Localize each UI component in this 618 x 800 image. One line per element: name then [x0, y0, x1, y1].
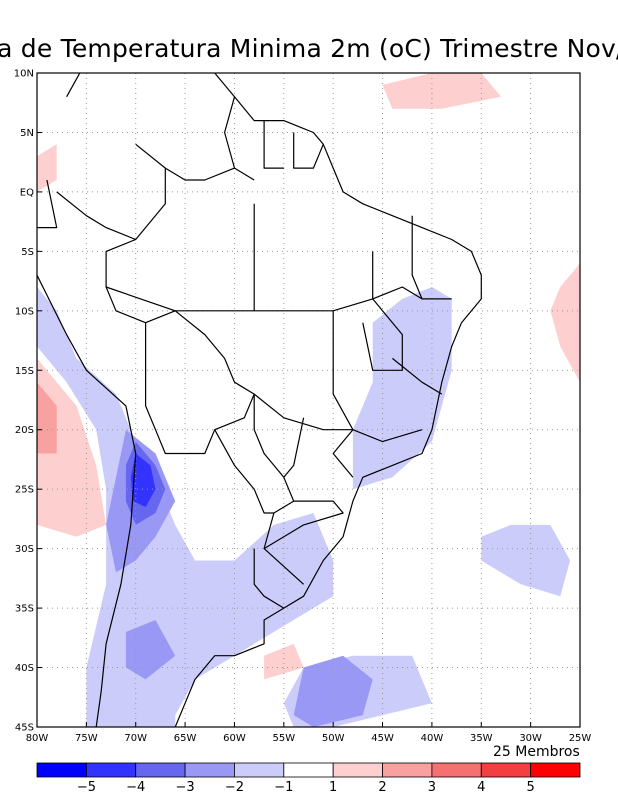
legend-box-7: [382, 762, 433, 778]
anomaly-region-12: [550, 263, 580, 383]
lat-tick-label: 40S: [15, 663, 34, 674]
border-line-1: [66, 73, 482, 727]
anomaly-fields: [37, 73, 580, 727]
legend-label-1: −4: [126, 780, 145, 795]
legend-label-2: −3: [176, 780, 195, 795]
border-line-3: [105, 238, 305, 585]
lat-tick-label: 10N: [14, 69, 34, 80]
lat-tick-label: 35S: [15, 604, 34, 615]
lat-tick-label: 5S: [21, 247, 34, 258]
anomaly-region-9: [37, 358, 107, 537]
lat-tick-label: 45S: [15, 723, 34, 734]
lon-tick-label: 80W: [26, 733, 49, 744]
lat-tick-label: EQ: [20, 187, 34, 198]
lon-tick-label: 30W: [519, 733, 542, 744]
legend-label-6: 2: [378, 780, 386, 795]
lon-tick-label: 70W: [124, 733, 147, 744]
legend-label-0: −5: [77, 780, 96, 795]
legend-box-8: [431, 762, 482, 778]
lon-tick-label: 45W: [371, 733, 394, 744]
legend-label-5: 1: [329, 780, 337, 795]
lon-tick-label: 55W: [273, 733, 296, 744]
members-label: 25 Membros: [493, 744, 580, 760]
anomaly-region-8: [130, 453, 156, 507]
map-title-text: ia de Temperatura Minima 2m (oC) Trimest…: [0, 34, 618, 63]
lon-tick-label: 75W: [75, 733, 98, 744]
lon-tick-label: 35W: [470, 733, 493, 744]
lat-tick-label: 5N: [20, 128, 34, 139]
legend-box-6: [332, 762, 383, 778]
anomaly-map: 10N 5N EQ 5S 10S 15S 20S 25S 30S 35S 40S 45S 80W 75W…: [14, 69, 592, 745]
anomaly-region-14: [37, 382, 57, 454]
anomaly-region-2: [352, 287, 452, 490]
border-line-5: [214, 429, 274, 514]
legend-box-5: [283, 762, 334, 778]
anomaly-region-5: [125, 620, 176, 680]
anomaly-region-10: [37, 144, 57, 192]
legend-box-10: [530, 762, 581, 778]
border-line-16: [263, 500, 344, 550]
lon-tick-label: 40W: [421, 733, 444, 744]
lat-tick-label: 10S: [15, 306, 34, 317]
map-frame: [36, 72, 581, 728]
lon-tick-label: 25W: [569, 733, 592, 744]
lat-lon-grid: [37, 73, 580, 727]
border-line-4: [145, 322, 255, 455]
legend-label-8: 4: [477, 780, 485, 795]
border-line-18: [411, 215, 423, 300]
border-line-19: [392, 357, 443, 395]
border-line-20: [332, 429, 354, 478]
lat-tick-label: 20S: [15, 425, 34, 436]
lat-tick-label: 25S: [15, 485, 34, 496]
border-line-10: [164, 167, 235, 181]
lon-tick-label: 60W: [223, 733, 246, 744]
map-title: ia de Temperatura Minima 2m (oC) Trimest…: [0, 34, 618, 74]
lon-tick-label: 65W: [174, 733, 197, 744]
border-line-6: [253, 548, 285, 609]
border-line-17: [362, 251, 403, 371]
longitude-ticks: 80W 75W 70W 65W 60W 55W 50W 45W 40W 35W 30W 25W: [26, 722, 592, 744]
legend-label-9: 5: [526, 780, 534, 795]
legend-label-7: 3: [428, 780, 436, 795]
border-line-7: [224, 96, 255, 181]
lat-tick-label: 30S: [15, 544, 34, 555]
border-line-11: [105, 286, 452, 312]
legend-box-0: [36, 762, 87, 778]
latitude-ticks: 10N 5N EQ 5S 10S 15S 20S 25S 30S 35S 40S 45S: [14, 69, 42, 734]
border-line-8: [263, 120, 284, 169]
legend-box-2: [135, 762, 186, 778]
anomaly-region-6: [293, 655, 373, 727]
anomaly-region-3: [481, 524, 571, 597]
border-line-0: [37, 179, 137, 727]
border-line-14: [253, 393, 353, 431]
color-legend: −5 −4 −3 −2 −1 1 2 3 4 5: [36, 762, 581, 795]
legend-label-4: −1: [274, 780, 293, 795]
country-borders: [37, 73, 482, 727]
border-line-15: [283, 417, 305, 478]
legend-box-9: [480, 762, 532, 778]
legend-box-3: [184, 762, 235, 778]
anomaly-region-0: [37, 287, 334, 727]
legend-box-1: [85, 762, 137, 778]
anomaly-region-13: [264, 643, 304, 680]
anomaly-region-11: [382, 73, 501, 109]
border-line-9: [293, 132, 324, 169]
legend-boxes: [36, 762, 581, 778]
lon-tick-label: 50W: [322, 733, 345, 744]
legend-labels: −5 −4 −3 −2 −1 1 2 3 4 5: [77, 780, 535, 795]
lat-tick-label: 15S: [15, 366, 34, 377]
legend-label-3: −2: [225, 780, 244, 795]
legend-box-4: [234, 762, 285, 778]
